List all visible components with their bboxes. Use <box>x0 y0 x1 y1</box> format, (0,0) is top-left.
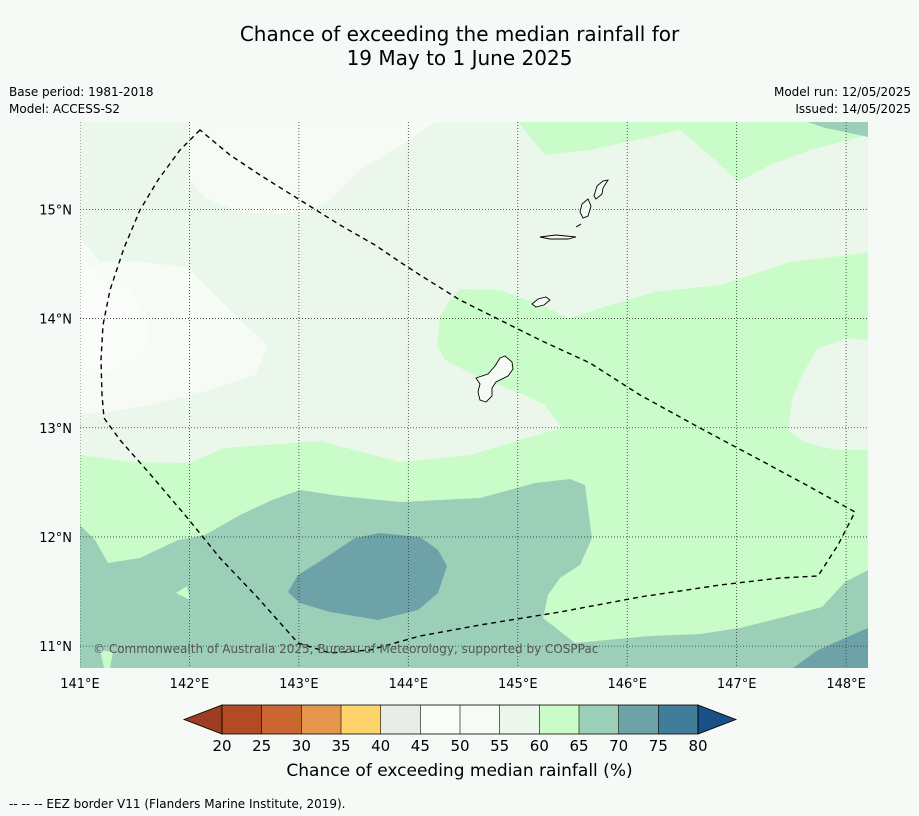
island-saipan-small <box>575 223 582 228</box>
contour-45-50-west <box>80 262 150 375</box>
colorbar-tick-label: 50 <box>450 737 469 755</box>
contour-70-75-southeast <box>793 628 868 668</box>
island-tinian <box>539 234 577 240</box>
title-line-1: Chance of exceeding the median rainfall … <box>239 22 680 46</box>
model-run-label: Model run: 12/05/2025 <box>773 85 911 99</box>
colorbar-tick-label: 70 <box>609 737 628 755</box>
eez-border <box>100 129 856 654</box>
contour-70-75-central <box>288 533 447 620</box>
map-plot-area: © Commonwealth of Australia 2025, Bureau… <box>80 122 868 668</box>
eez-legend: -- -- -- EEZ border V11 (Flanders Marine… <box>9 797 346 811</box>
colorbar-swatch <box>261 705 302 734</box>
longitude-tick-label: 143°E <box>279 677 319 692</box>
longitude-tick-label: 141°E <box>60 677 100 692</box>
contour-65-70-south <box>80 479 868 668</box>
longitude-tick-label: 148°E <box>826 677 866 692</box>
contour-70-75-northeast <box>808 122 868 137</box>
colorbar-tick-label: 20 <box>212 737 231 755</box>
colorbar-tick-label: 25 <box>252 737 271 755</box>
colorbar-swatch <box>460 705 500 734</box>
island-saipan <box>579 198 592 219</box>
colorbar-tick-label: 55 <box>490 737 509 755</box>
colorbar-tick-label: 45 <box>411 737 430 755</box>
graticule <box>80 122 868 668</box>
contour-60-65-pocket <box>100 650 113 668</box>
longitude-tick-label: 142°E <box>170 677 210 692</box>
colorbar-tick-label: 40 <box>371 737 390 755</box>
copyright-text: © Commonwealth of Australia 2025, Bureau… <box>93 642 598 656</box>
colorbar-swatch <box>380 705 421 734</box>
latitude-labels: 15°N 14°N 13°N 12°N 11°N <box>39 203 72 655</box>
info-left: Base period: 1981-2018 Model: ACCESS-S2 <box>9 84 154 118</box>
colorbar-swatch <box>579 705 619 734</box>
colorbar: 20 25 30 35 40 45 50 55 60 65 70 75 80 <box>182 704 738 755</box>
forecast-map: © Commonwealth of Australia 2025, Bureau… <box>39 122 868 755</box>
latitude-tick-label: 12°N <box>39 531 72 546</box>
latitude-tick-label: 14°N <box>39 313 72 328</box>
contour-50-55-west <box>80 238 268 414</box>
colorbar-swatch <box>499 705 540 734</box>
colorbar-swatch <box>658 705 698 734</box>
colorbar-over-arrow <box>697 704 738 735</box>
contour-60-65-northeast <box>518 122 868 182</box>
title-line-2: 19 May to 1 June 2025 <box>346 46 573 70</box>
longitude-tick-label: 144°E <box>389 677 429 692</box>
base-period-label: Base period: 1981-2018 <box>9 85 154 99</box>
contour-55-60-east <box>788 338 868 450</box>
issued-label: Issued: 14/05/2025 <box>795 102 911 116</box>
island-guam <box>475 355 514 403</box>
colorbar-tick-label: 60 <box>530 737 549 755</box>
latitude-tick-label: 11°N <box>39 640 72 655</box>
longitude-tick-label: 146°E <box>607 677 647 692</box>
colorbar-tick-label: 75 <box>649 737 668 755</box>
latitude-tick-label: 15°N <box>39 203 72 218</box>
chart-title: Chance of exceeding the median rainfall … <box>0 22 919 70</box>
colorbar-tick-label: 35 <box>331 737 350 755</box>
colorbar-tick-label: 30 <box>292 737 311 755</box>
colorbar-swatch <box>341 705 381 734</box>
colorbar-swatch <box>618 705 659 734</box>
contour-60-65-dot <box>176 586 190 600</box>
colorbar-title: Chance of exceeding median rainfall (%) <box>286 761 633 781</box>
latitude-tick-label: 13°N <box>39 422 72 437</box>
model-label: Model: ACCESS-S2 <box>9 102 121 116</box>
contour-50-55-north <box>188 122 435 214</box>
colorbar-under-arrow <box>182 704 223 735</box>
colorbar-swatch <box>301 705 341 734</box>
colorbar-tick-label: 80 <box>688 737 707 755</box>
longitude-labels: 141°E 142°E 143°E 144°E 145°E 146°E 147°E 148°E <box>60 677 866 692</box>
islands <box>475 179 609 403</box>
info-right: Model run: 12/05/2025 Issued: 14/05/2025 <box>774 84 911 118</box>
longitude-tick-label: 147°E <box>717 677 757 692</box>
island-rota <box>531 296 551 308</box>
island-north <box>593 179 609 200</box>
colorbar-tick-label: 65 <box>569 737 588 755</box>
longitude-tick-label: 145°E <box>498 677 538 692</box>
colorbar-swatch <box>539 705 579 734</box>
colorbar-swatch <box>222 705 262 734</box>
colorbar-swatch <box>420 705 460 734</box>
